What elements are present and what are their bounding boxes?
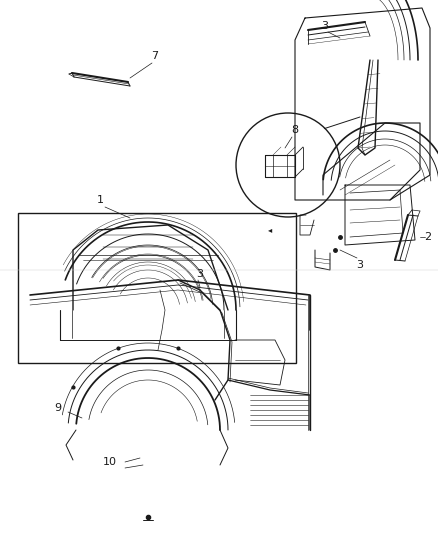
Text: 2: 2 <box>424 232 431 242</box>
Text: 3: 3 <box>357 260 364 270</box>
Text: 3: 3 <box>197 269 204 279</box>
Text: 10: 10 <box>103 457 117 467</box>
Text: 7: 7 <box>152 51 159 61</box>
Text: 1: 1 <box>96 195 103 205</box>
Text: 8: 8 <box>291 125 299 135</box>
Text: 9: 9 <box>54 403 62 413</box>
Bar <box>18 213 296 363</box>
Text: ◂: ◂ <box>268 225 272 235</box>
Text: 3: 3 <box>321 21 328 31</box>
